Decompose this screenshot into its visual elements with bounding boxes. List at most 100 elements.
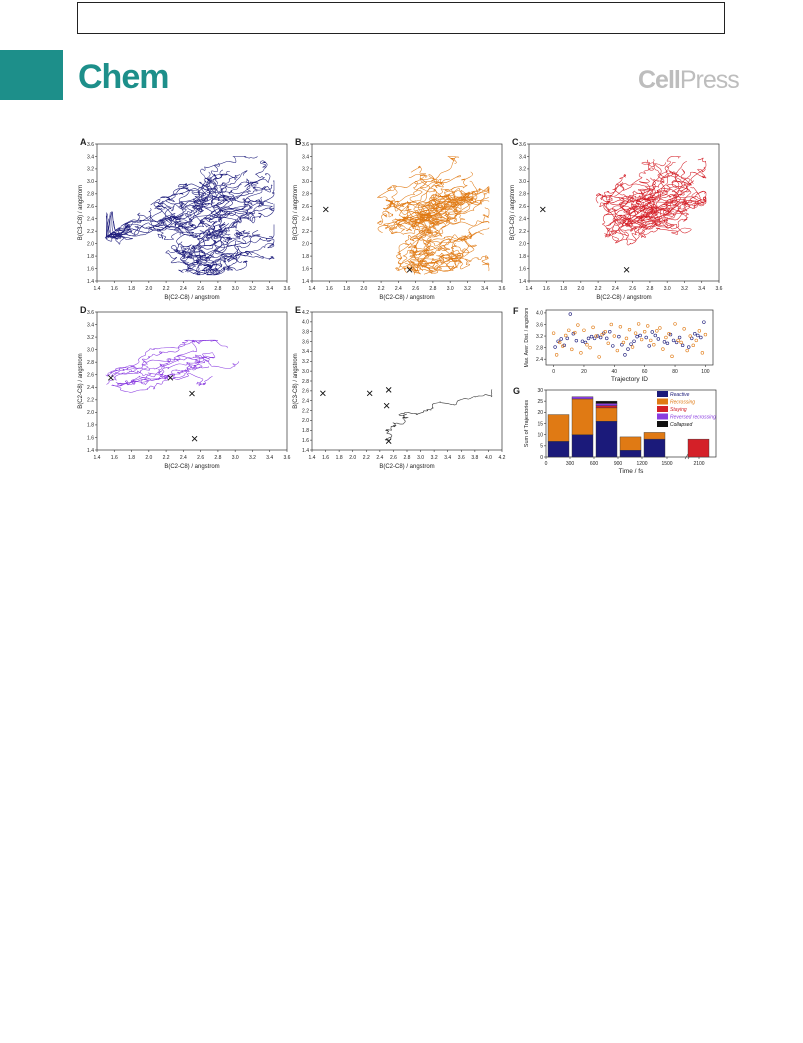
y-tick-label: 1.4 [302, 279, 309, 285]
y-tick-label: 2.8 [87, 360, 94, 366]
data-point [585, 343, 589, 347]
data-point [639, 337, 644, 342]
panel-letter: F [513, 306, 519, 316]
trajectory-line [106, 340, 228, 376]
x-tick-label: 2.2 [378, 286, 385, 292]
y-tick-label: 1.8 [87, 254, 94, 260]
x-tick-label: 2.8 [646, 286, 653, 292]
data-point [650, 330, 654, 334]
data-point [687, 345, 691, 349]
trajectory-line [180, 221, 226, 270]
x-tick-label: 2.0 [360, 286, 367, 292]
bar-segment [619, 436, 642, 451]
geometry-marker [539, 206, 546, 213]
trajectory-line [604, 204, 638, 237]
data-point [592, 336, 597, 341]
trajectory-line [204, 184, 266, 209]
trajectory-line [200, 156, 258, 204]
bar-segment [571, 396, 594, 400]
data-point [624, 336, 629, 341]
trajectory-curves [376, 156, 490, 275]
geometry-marker [189, 390, 195, 397]
trajectory-line [192, 239, 275, 275]
x-tick-label: 1.6 [322, 455, 329, 461]
bar-segment [595, 407, 618, 422]
trajectory-line [392, 200, 484, 235]
data-point [582, 328, 586, 332]
publisher-light: Press [679, 66, 740, 94]
data-point [697, 329, 702, 333]
trajectory-line [638, 208, 686, 238]
data-point [570, 347, 574, 352]
bar-segment [595, 400, 618, 404]
y-tick-label: 3.2 [87, 167, 94, 173]
publisher-bold: Cell [638, 66, 681, 94]
data-point [551, 331, 556, 335]
y-tick-label: 3.4 [302, 349, 309, 355]
x-tick-label: 2.2 [363, 455, 370, 461]
x-axis-label: Time / fs [619, 468, 644, 475]
bar-segment [571, 434, 594, 458]
legend-swatch [657, 421, 668, 427]
panel-d: D 1.4 1.6 1.8 2.0 2.2 2.4 2.6 2.8 3.0 3.2 3.4 3.6 1.4… [78, 305, 291, 470]
y-tick-label: 2.0 [87, 410, 94, 416]
trajectory-curves [595, 156, 707, 246]
x-tick-label: 3.0 [232, 455, 239, 461]
trajectory-line [605, 215, 659, 246]
data-point [688, 334, 692, 338]
trajectory-line [410, 232, 475, 272]
x-tick-label: 1.8 [336, 455, 343, 461]
x-tick-label: 2.0 [145, 286, 152, 292]
axes-frame [96, 311, 288, 451]
panel-b: B 1.4 1.6 1.8 2.0 2.2 2.4 2.6 2.8 3.0 3.2 3.4 3.6 1.4… [293, 137, 506, 301]
trajectory-line [385, 165, 427, 207]
trajectory-curves [384, 389, 493, 441]
y-tick-label: 3.6 [87, 310, 94, 316]
y-tick-label: 4.0 [536, 311, 543, 317]
x-tick-label: 3.0 [447, 286, 454, 292]
trajectory-line [621, 180, 683, 216]
data-point [656, 337, 661, 341]
x-tick-label: 1.8 [343, 286, 350, 292]
y-tick-label: 10 [537, 432, 543, 438]
x-tick-label: 3.2 [464, 286, 471, 292]
data-point [564, 333, 568, 338]
data-point [700, 351, 705, 355]
y-axis-label: B(C3-C8) / angstrom [293, 185, 299, 240]
trajectory-line [106, 356, 239, 385]
panel-letter: B [295, 137, 302, 147]
trajectory-line [185, 230, 250, 275]
panel-f: F 0 20 40 60 80 100 2.4 2.8 3.2 3.6 4.0 Trajectory I… [513, 306, 714, 383]
trajectory-line [189, 229, 250, 244]
y-tick-label: 3.0 [87, 347, 94, 353]
bar-segment [571, 398, 594, 435]
data-point [632, 339, 636, 343]
trajectory-line [121, 353, 216, 385]
trajectory-line [611, 205, 656, 237]
data-point [662, 340, 667, 344]
x-tick-label: 0 [552, 369, 555, 375]
y-tick-label: 25 [537, 399, 543, 405]
data-point [638, 333, 642, 338]
data-point [676, 338, 680, 343]
x-tick-label: 600 [590, 461, 599, 467]
data-point [583, 340, 588, 345]
data-point [557, 340, 562, 345]
x-tick-label: 2100 [693, 461, 704, 467]
y-tick-label: 1.8 [87, 423, 94, 429]
data-point [682, 327, 686, 331]
y-tick-label: 2.6 [302, 204, 309, 210]
x-tick-label: 1.4 [309, 455, 316, 461]
trajectory-line [211, 203, 275, 228]
legend-swatch [657, 406, 668, 412]
trajectory-line [389, 200, 423, 215]
panel-letter: D [80, 305, 87, 315]
x-tick-label: 3.6 [716, 286, 723, 292]
axes-frame [96, 143, 288, 282]
data-point [629, 342, 633, 346]
y-tick-label: 2.2 [87, 398, 94, 404]
data-point [612, 334, 617, 338]
y-tick-label: 2.8 [302, 192, 309, 198]
trajectory-curves [104, 156, 275, 276]
x-tick-label: 100 [701, 369, 710, 375]
